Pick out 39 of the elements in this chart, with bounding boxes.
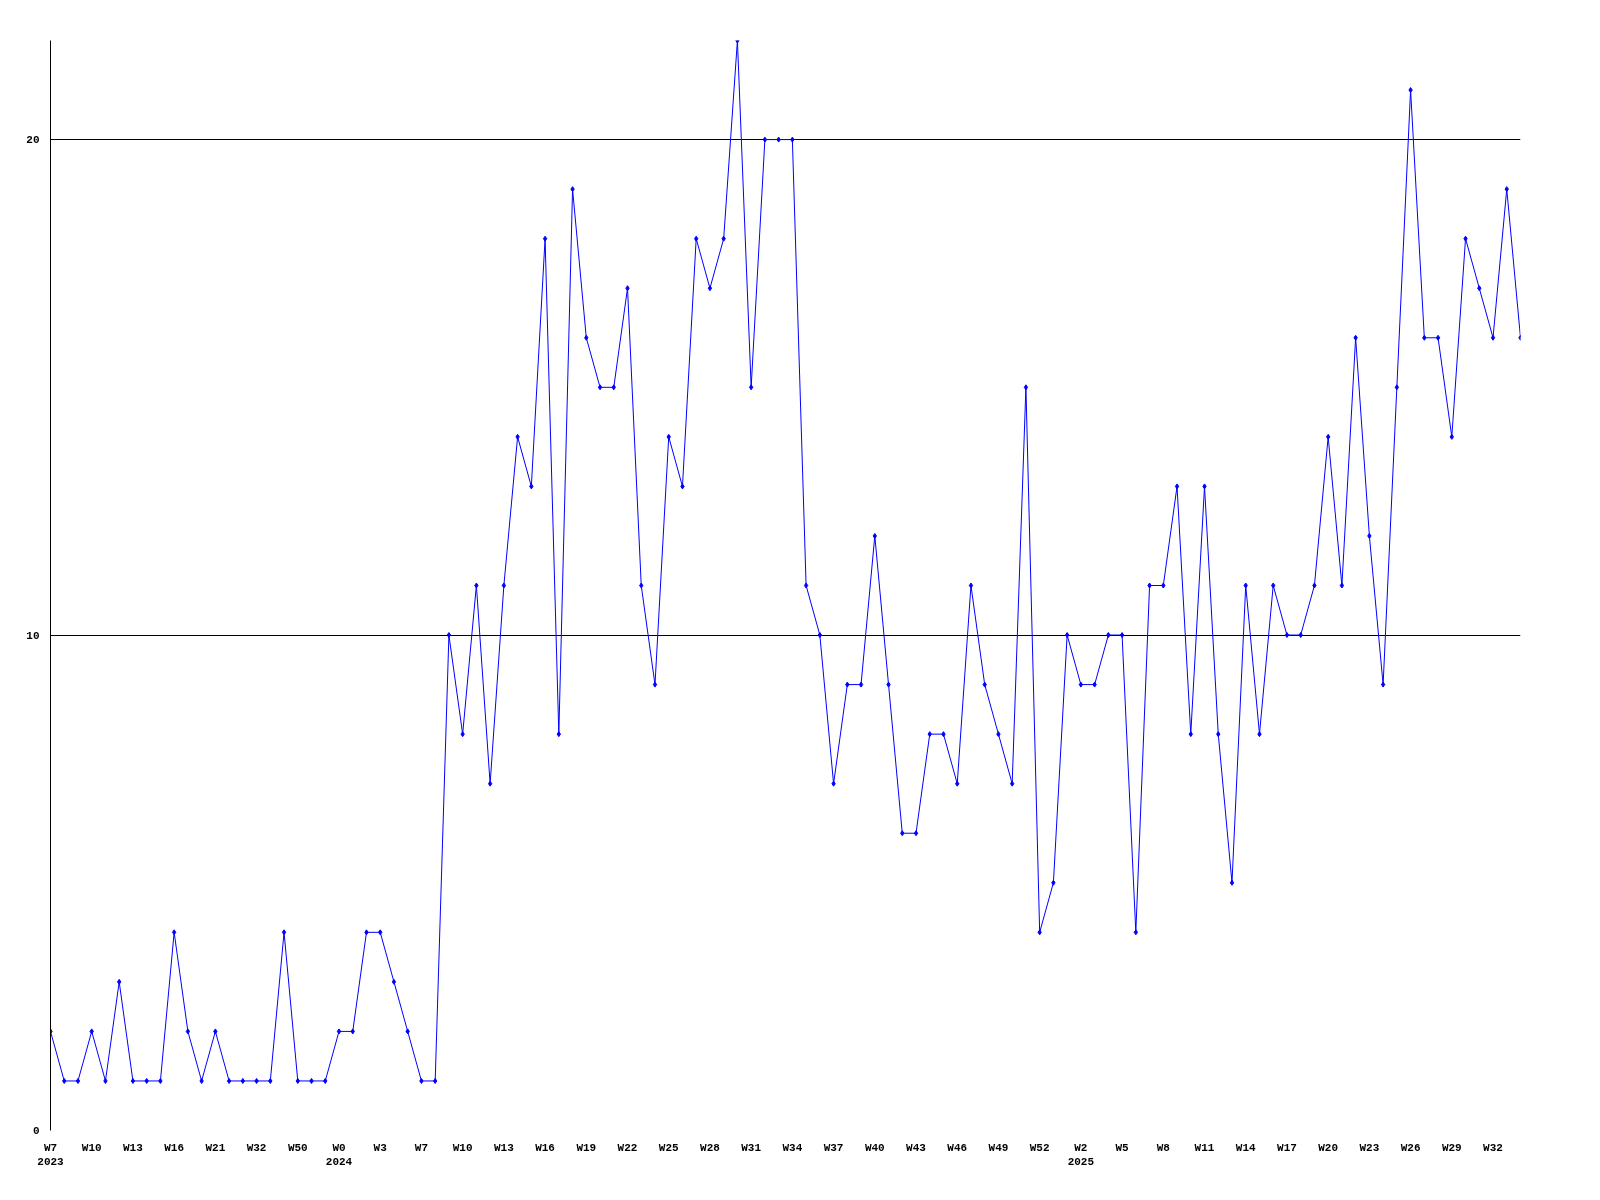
- y-tick-label: 20: [26, 134, 40, 147]
- x-tick-label: W21: [205, 1141, 226, 1154]
- x-tick-label: W3: [373, 1141, 388, 1154]
- x-tick-label: W49: [988, 1141, 1009, 1154]
- x-tick-label: W13: [123, 1141, 144, 1154]
- x-tick-label: W5: [1115, 1141, 1130, 1154]
- x-tick-label: W2 2025: [1067, 1141, 1095, 1168]
- x-tick-label: W25: [658, 1141, 680, 1154]
- x-tick-label: W16: [164, 1141, 185, 1154]
- y-tick-label: 0: [32, 1125, 40, 1137]
- x-tick-label: W7 2023: [37, 1141, 65, 1168]
- x-tick-label: W52: [1029, 1141, 1050, 1154]
- x-tick-label: W22: [617, 1141, 638, 1154]
- x-tick-label: W40: [864, 1141, 885, 1154]
- x-tick-label: W23: [1359, 1141, 1380, 1154]
- x-tick-label: W31: [741, 1141, 762, 1154]
- x-tick-label: W14: [1235, 1141, 1257, 1154]
- x-tick-label: W50: [287, 1141, 308, 1154]
- y-tick-label: 10: [26, 629, 40, 642]
- x-tick-label: W0 2024: [325, 1141, 353, 1168]
- x-tick-label: W46: [947, 1141, 968, 1154]
- x-tick-label: W26: [1400, 1141, 1421, 1154]
- x-tick-label: W17: [1277, 1141, 1297, 1154]
- x-tick-label: W16: [535, 1141, 555, 1154]
- x-tick-label: W32: [1483, 1141, 1503, 1154]
- x-tick-label: W43: [906, 1141, 927, 1154]
- x-tick-label: W37: [823, 1141, 844, 1154]
- x-tick-label: W10: [81, 1141, 102, 1154]
- x-tick-label: W29: [1441, 1141, 1462, 1154]
- x-tick-label: W34: [782, 1141, 803, 1154]
- x-tick-label: W13: [493, 1141, 515, 1154]
- x-tick-label: W11: [1194, 1141, 1215, 1154]
- x-tick-label: W10: [452, 1141, 473, 1154]
- x-tick-label: W7: [414, 1141, 429, 1154]
- x-tick-label: W32: [246, 1141, 267, 1154]
- x-tick-label: W8: [1156, 1141, 1171, 1154]
- x-tick-label: W28: [700, 1141, 721, 1154]
- x-tick-label: W19: [576, 1141, 597, 1154]
- x-tick-label: W20: [1318, 1141, 1339, 1154]
